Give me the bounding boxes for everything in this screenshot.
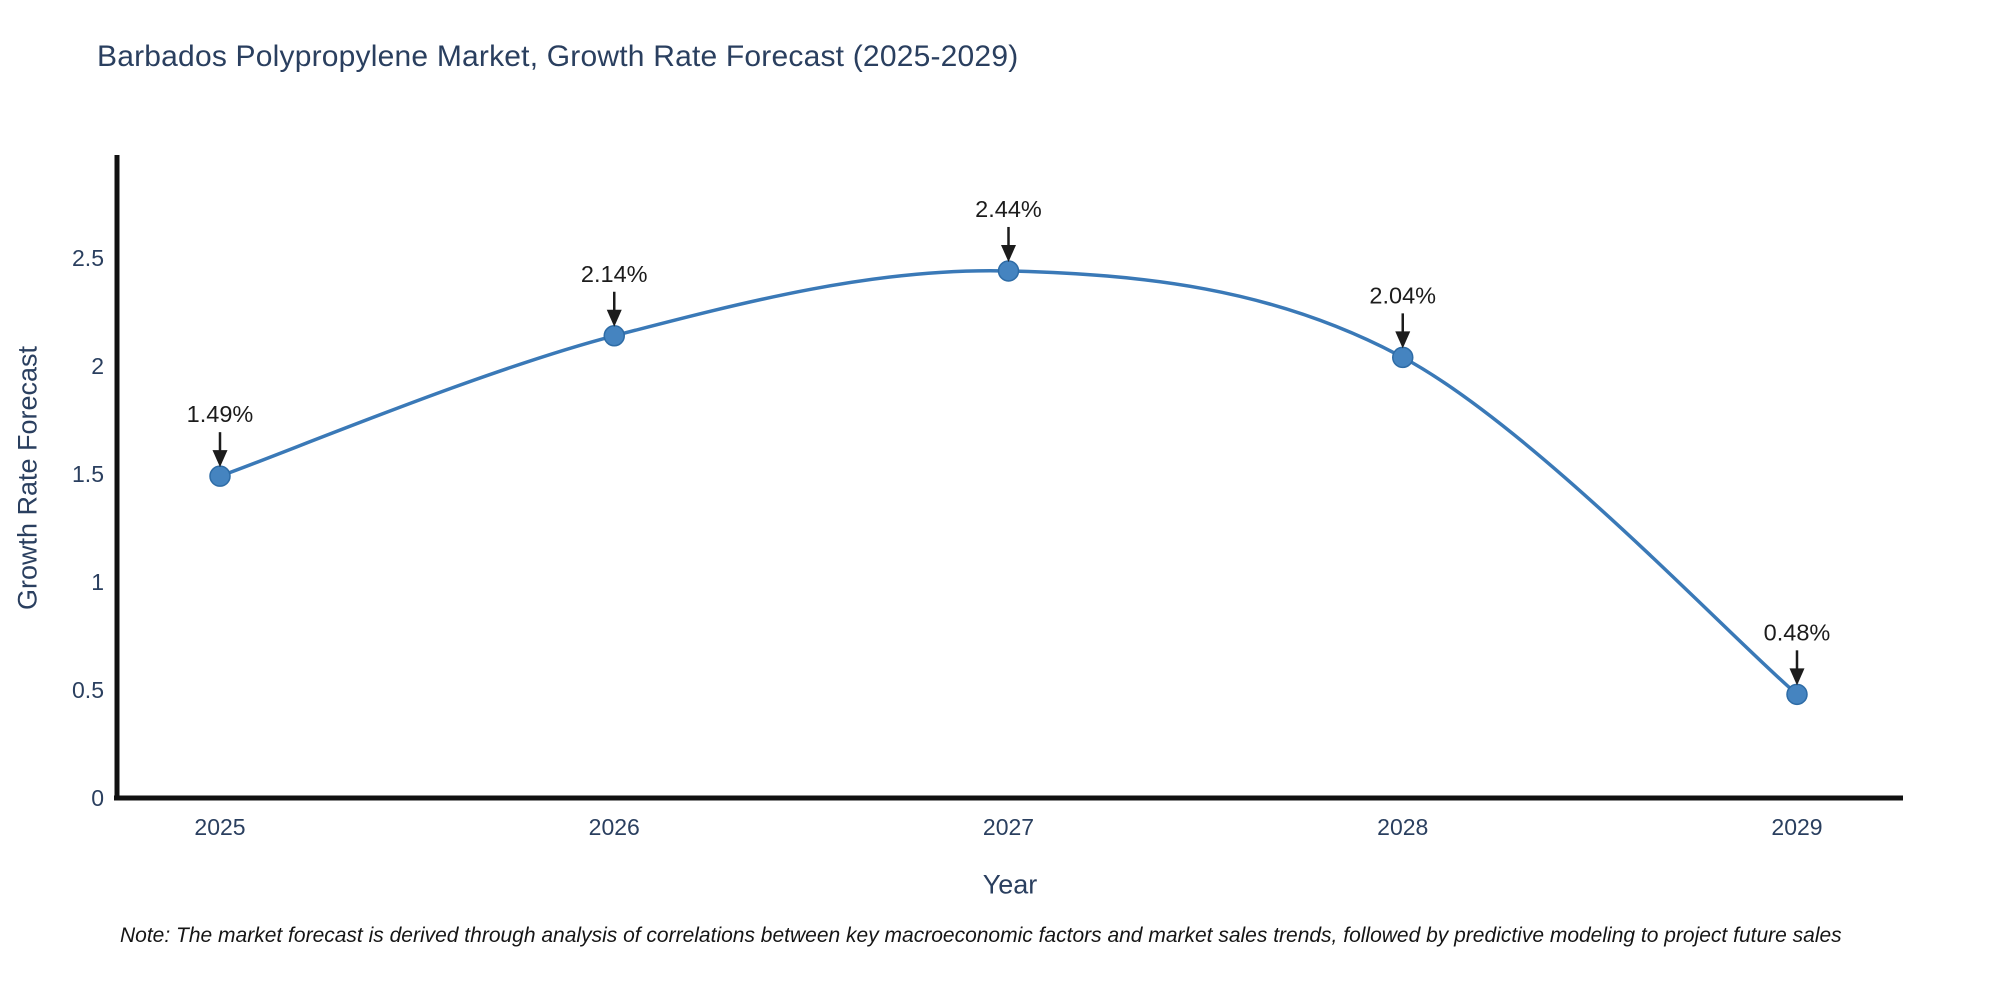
annotation-label: 2.04% bbox=[1369, 282, 1436, 308]
chart-title: Barbados Polypropylene Market, Growth Ra… bbox=[97, 40, 1019, 73]
x-tick-label: 2029 bbox=[1771, 814, 1822, 840]
data-point-marker bbox=[209, 465, 231, 487]
annotation-arrowhead bbox=[606, 309, 622, 327]
annotation-arrowhead bbox=[212, 450, 228, 468]
y-tick-label: 1 bbox=[91, 569, 104, 595]
x-tick-label: 2026 bbox=[589, 814, 640, 840]
annotation-label: 2.14% bbox=[581, 261, 648, 287]
chart-footnote: Note: The market forecast is derived thr… bbox=[120, 924, 1842, 947]
data-point-marker bbox=[997, 260, 1020, 282]
y-axis-title: Growth Rate Forecast bbox=[12, 345, 43, 611]
growth-rate-line bbox=[218, 268, 1799, 697]
x-tick-label: 2028 bbox=[1377, 814, 1428, 840]
annotation-arrowhead bbox=[1395, 331, 1411, 349]
y-tick-label: 0 bbox=[91, 785, 104, 811]
annotation-label: 2.44% bbox=[975, 196, 1042, 222]
annotation-arrowhead bbox=[1001, 244, 1016, 262]
annotation-label: 0.48% bbox=[1764, 619, 1831, 645]
x-tick-label: 2025 bbox=[194, 814, 245, 840]
y-tick-label: 1.5 bbox=[72, 461, 104, 487]
data-point-marker bbox=[1392, 346, 1414, 369]
x-axis-title: Year bbox=[982, 869, 1038, 900]
y-tick-label: 2.5 bbox=[72, 245, 104, 271]
data-point-marker bbox=[603, 325, 625, 347]
data-point-marker bbox=[1786, 683, 1808, 706]
y-tick-label: 0.5 bbox=[72, 677, 104, 703]
annotation-arrowhead bbox=[1789, 668, 1805, 686]
y-tick-label: 2 bbox=[91, 353, 104, 379]
annotation-label: 1.49% bbox=[187, 401, 254, 427]
x-tick-label: 2027 bbox=[983, 814, 1034, 840]
